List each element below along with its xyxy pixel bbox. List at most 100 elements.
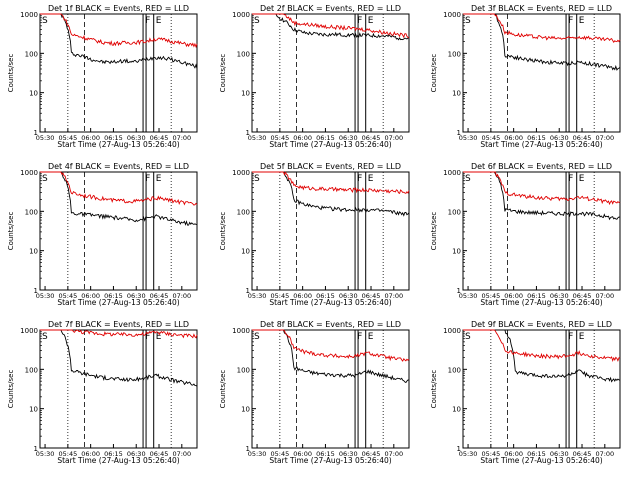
series-lld-line bbox=[252, 329, 410, 362]
chart-title: Det 7f BLACK = Events, RED = LLD bbox=[48, 320, 189, 329]
x-tick-label: 07:00 bbox=[384, 134, 403, 142]
x-tick-label: 06:15 bbox=[316, 134, 335, 142]
x-axis-label: Start Time (27-Aug-13 05:26:40) bbox=[57, 140, 179, 149]
y-tick-label: 1 bbox=[34, 287, 38, 295]
chart-panel-2: Det 2f BLACK = Events, RED = LLD 1 10 100 10… bbox=[219, 4, 410, 149]
y-tick-label: 10 bbox=[452, 90, 461, 98]
x-tick-label: 05:30 bbox=[459, 450, 478, 458]
y-tick-label: 1 bbox=[457, 129, 461, 137]
marker-label-e: E bbox=[156, 174, 162, 184]
chart-title: Det 1f BLACK = Events, RED = LLD bbox=[48, 4, 189, 13]
x-tick-label: 06:00 bbox=[504, 134, 523, 142]
x-tick-label: 05:45 bbox=[58, 134, 77, 142]
series-events-line bbox=[252, 13, 410, 41]
series-events-line bbox=[40, 171, 198, 226]
marker-label-f: F bbox=[568, 332, 573, 342]
y-tick-label: 10 bbox=[241, 248, 250, 256]
y-tick-label: 1 bbox=[34, 129, 38, 137]
chart-title: Det 8f BLACK = Events, RED = LLD bbox=[260, 320, 401, 329]
x-tick-label: 06:30 bbox=[550, 450, 569, 458]
y-tick-label: 10 bbox=[241, 406, 250, 414]
marker-label-s: S bbox=[465, 174, 471, 184]
y-tick-label: 100 bbox=[448, 50, 461, 58]
marker-label-e: E bbox=[368, 174, 374, 184]
y-tick-label: 1 bbox=[246, 129, 250, 137]
y-tick-label: 100 bbox=[448, 366, 461, 374]
x-tick-label: 06:00 bbox=[504, 292, 523, 300]
y-axis-label: Counts/sec bbox=[7, 370, 15, 409]
x-tick-label: 06:00 bbox=[293, 450, 312, 458]
y-tick-label: 1000 bbox=[232, 11, 250, 19]
plot-frame bbox=[462, 13, 621, 133]
x-tick-label: 07:00 bbox=[172, 292, 191, 300]
x-tick-label: 06:30 bbox=[339, 134, 358, 142]
y-tick-label: 1000 bbox=[443, 327, 461, 335]
x-axis-label: Start Time (27-Aug-13 05:26:40) bbox=[480, 456, 602, 465]
y-tick-label: 1 bbox=[34, 445, 38, 453]
series-events-line bbox=[40, 13, 198, 69]
x-tick-label: 06:00 bbox=[293, 292, 312, 300]
x-tick-label: 06:00 bbox=[81, 292, 100, 300]
y-tick-label: 1000 bbox=[20, 11, 38, 19]
x-tick-label: 06:30 bbox=[550, 292, 569, 300]
marker-label-e: E bbox=[368, 332, 374, 342]
x-tick-label: 06:45 bbox=[573, 292, 592, 300]
y-tick-label: 1 bbox=[457, 287, 461, 295]
series-events-line bbox=[463, 13, 621, 71]
y-axis-label: Counts/sec bbox=[430, 54, 438, 93]
chart-panel-9: Det 9f BLACK = Events, RED = LLD 1 10 100 10… bbox=[430, 320, 621, 465]
marker-label-s: S bbox=[465, 16, 471, 26]
series-events-line bbox=[252, 171, 410, 217]
x-tick-label: 05:45 bbox=[481, 134, 500, 142]
x-tick-label: 06:45 bbox=[573, 134, 592, 142]
y-tick-label: 1000 bbox=[232, 169, 250, 177]
x-tick-label: 06:00 bbox=[81, 450, 100, 458]
x-tick-label: 05:45 bbox=[58, 450, 77, 458]
y-tick-label: 1000 bbox=[20, 327, 38, 335]
chart-panel-8: Det 8f BLACK = Events, RED = LLD 1 10 100 10… bbox=[219, 320, 410, 465]
y-tick-label: 100 bbox=[25, 50, 38, 58]
x-tick-label: 06:30 bbox=[127, 292, 146, 300]
x-axis-label: Start Time (27-Aug-13 05:26:40) bbox=[57, 298, 179, 307]
x-tick-label: 05:30 bbox=[36, 134, 55, 142]
marker-label-f: F bbox=[145, 174, 150, 184]
x-tick-label: 05:45 bbox=[481, 450, 500, 458]
y-axis-label: Counts/sec bbox=[219, 54, 227, 93]
chart-panel-6: Det 6f BLACK = Events, RED = LLD 1 10 100 10… bbox=[430, 162, 621, 307]
y-tick-label: 1000 bbox=[443, 169, 461, 177]
y-axis-label: Counts/sec bbox=[219, 212, 227, 251]
series-lld-line bbox=[252, 13, 410, 39]
x-tick-label: 06:30 bbox=[127, 134, 146, 142]
y-tick-label: 1000 bbox=[20, 169, 38, 177]
marker-label-e: E bbox=[579, 332, 585, 342]
x-tick-label: 07:00 bbox=[172, 450, 191, 458]
marker-label-e: E bbox=[156, 16, 162, 26]
plot-frame bbox=[251, 329, 410, 449]
x-tick-label: 06:00 bbox=[293, 134, 312, 142]
y-tick-label: 100 bbox=[448, 208, 461, 216]
chart-title: Det 4f BLACK = Events, RED = LLD bbox=[48, 162, 189, 171]
y-tick-label: 10 bbox=[452, 406, 461, 414]
x-tick-label: 05:30 bbox=[36, 450, 55, 458]
chart-title: Det 5f BLACK = Events, RED = LLD bbox=[260, 162, 401, 171]
y-tick-label: 100 bbox=[237, 50, 250, 58]
series-lld-line bbox=[463, 329, 621, 363]
x-tick-label: 06:00 bbox=[81, 134, 100, 142]
x-tick-label: 07:00 bbox=[595, 134, 614, 142]
y-tick-label: 10 bbox=[29, 90, 38, 98]
y-tick-label: 10 bbox=[29, 406, 38, 414]
x-tick-label: 06:30 bbox=[127, 450, 146, 458]
marker-label-s: S bbox=[254, 16, 260, 26]
y-tick-label: 10 bbox=[452, 248, 461, 256]
x-tick-label: 05:30 bbox=[248, 292, 267, 300]
series-events-line bbox=[463, 171, 621, 221]
x-tick-label: 05:30 bbox=[459, 134, 478, 142]
x-axis-label: Start Time (27-Aug-13 05:26:40) bbox=[57, 456, 179, 465]
marker-label-s: S bbox=[42, 332, 48, 342]
chart-panel-7: Det 7f BLACK = Events, RED = LLD 1 10 100 10… bbox=[7, 320, 198, 465]
y-tick-label: 1000 bbox=[232, 327, 250, 335]
y-axis-label: Counts/sec bbox=[430, 370, 438, 409]
x-tick-label: 06:45 bbox=[150, 450, 169, 458]
series-lld-line bbox=[463, 13, 621, 43]
